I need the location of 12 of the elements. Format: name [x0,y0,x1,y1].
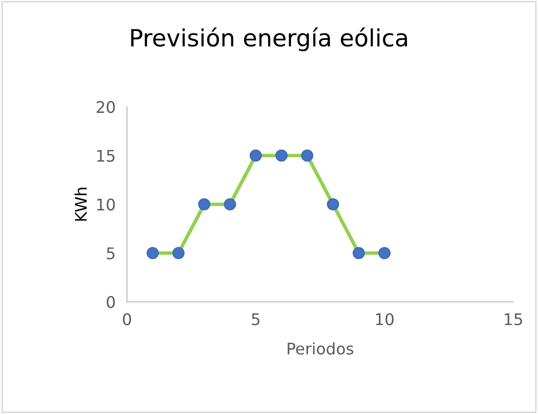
y-tick-label: 20 [96,101,115,114]
x-tick-label: 15 [504,313,522,326]
chart-title: Previsión energía eólica [131,27,407,52]
x-tick-label: 0 [122,313,131,326]
x-tick-label: 10 [376,313,394,326]
y-tick-label: 15 [97,150,114,162]
y-tick-label: 0 [106,296,115,308]
x-tick-label: 5 [252,313,260,326]
x-axis-title: Periodos [288,342,354,355]
y-axis-title: KWh [74,188,87,221]
y-tick-label: 5 [106,247,114,260]
y-tick-label: 10 [97,198,115,211]
